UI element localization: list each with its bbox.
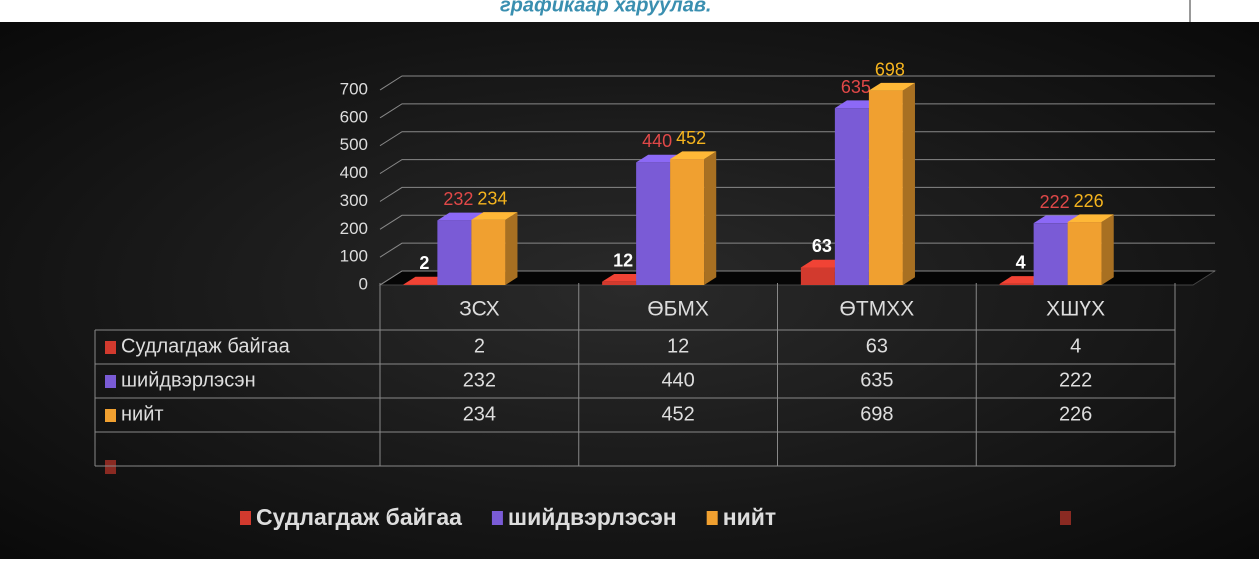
grid-line [379,214,1215,230]
grid-line [379,75,1215,91]
x-tick-label: ЗСХ [459,298,499,321]
data-label: 232 [443,189,473,209]
legend-label: Судлагдаж байгаа [256,504,462,530]
bar [471,219,506,285]
bar [1033,223,1068,285]
table-cell: 12 [667,335,689,357]
bar [868,90,903,285]
data-label: 63 [812,236,832,256]
bar-side [902,82,915,285]
bar-top [471,212,518,220]
bar-top [1033,215,1080,224]
y-tick-label: 500 [340,135,368,154]
grid-line [379,159,1215,174]
grid-line [379,270,1215,286]
bar [602,281,637,285]
grid-line [379,131,1215,147]
legend-label: нийт [723,504,776,530]
bar [999,283,1034,285]
bar-top [1067,214,1114,223]
chart-background [0,22,1259,559]
bar [800,267,835,285]
table-cell: 2 [474,335,485,357]
legend-marker [491,511,503,525]
y-tick-label: 0 [359,274,368,293]
grid-line [379,103,1215,119]
bar-side [704,151,717,285]
row-header: шийдвэрлэсэн [121,369,256,391]
caption: графикаар харуулав. [500,0,711,16]
legend-marker [240,511,251,525]
table-cell: 452 [661,403,694,425]
y-tick-label: 300 [340,191,368,210]
bar [670,159,705,285]
row-header: нийт [121,403,164,425]
grid-line [379,186,1215,202]
legend-marker [706,511,718,525]
row-header: Судлагдаж байгаа [121,335,291,357]
legend-marker-empty [1060,511,1071,525]
table-cell: 222 [1059,369,1092,391]
bar-top [868,82,915,91]
bar [403,284,438,285]
grid-line [379,242,1215,258]
row-marker [105,409,116,422]
bar [437,220,472,285]
table-cell: 232 [463,369,496,391]
y-tick-label: 700 [340,79,368,98]
table-cell: 226 [1059,403,1092,425]
data-label: 635 [841,77,871,97]
data-label: 12 [613,250,633,270]
data-label: 698 [875,59,905,79]
y-tick-label: 200 [340,219,368,238]
row-marker-empty [105,460,116,474]
data-label: 2 [419,253,429,273]
y-tick-label: 400 [340,163,368,182]
data-label: 226 [1074,191,1104,211]
y-tick-label: 100 [340,247,368,266]
data-label: 4 [1016,253,1026,273]
row-marker [105,375,116,388]
bar-side [505,212,518,285]
bar-top [670,151,717,160]
x-tick-label: ӨБМХ [647,298,709,321]
bar [1067,222,1102,285]
bar-side [1101,214,1114,285]
y-tick-label: 600 [340,107,368,126]
data-label: 222 [1040,192,1070,212]
bar [834,108,869,285]
bar [636,162,671,285]
table-cell: 635 [860,369,893,391]
x-tick-label: ХШҮХ [1046,298,1105,321]
x-tick-label: ӨТМХХ [840,298,915,321]
data-label: 234 [477,189,507,209]
table-cell: 4 [1070,335,1081,357]
legend-label: шийдвэрлэсэн [508,504,677,530]
table-cell: 234 [463,403,496,425]
table-cell: 440 [661,369,694,391]
data-label: 440 [642,131,672,151]
bar-top [437,212,484,221]
table-cell: 698 [860,403,893,425]
table-cell: 63 [866,335,888,357]
data-label: 452 [676,128,706,148]
row-marker [105,341,116,354]
